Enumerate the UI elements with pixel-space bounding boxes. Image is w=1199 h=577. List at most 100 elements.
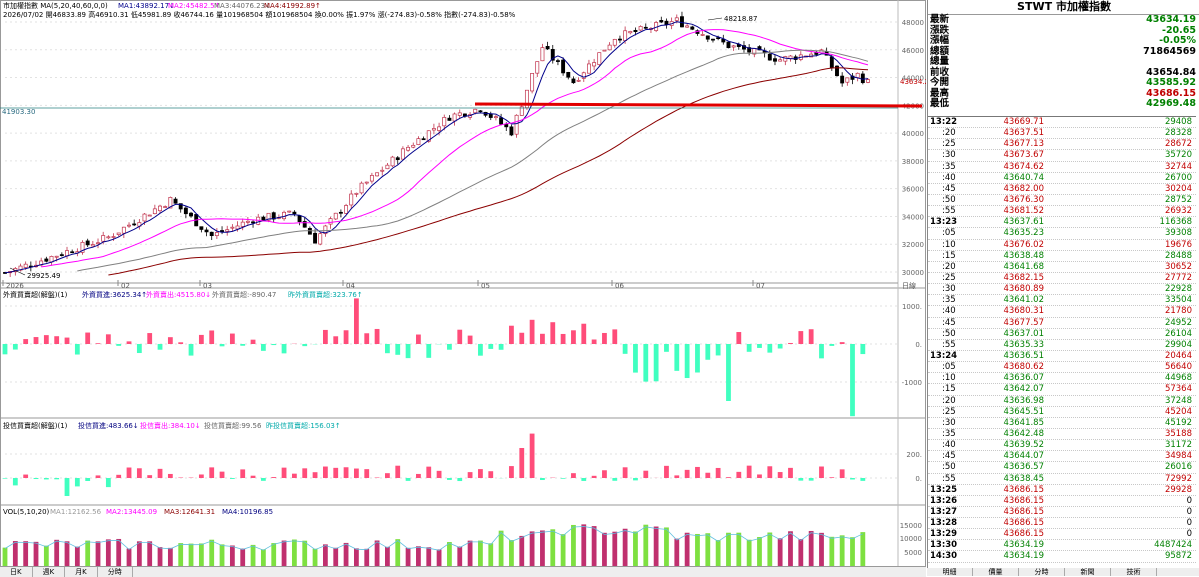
vol-bar	[457, 546, 462, 566]
sub1-bar	[158, 344, 163, 350]
candle-body	[334, 213, 337, 219]
candle-body	[370, 175, 373, 181]
vol-bar	[499, 531, 504, 566]
candle-body	[515, 115, 518, 134]
sub1-bar	[127, 341, 132, 344]
tick-volume: 20464	[1165, 351, 1192, 361]
sub2-bar	[302, 468, 307, 478]
candle-body	[613, 39, 616, 45]
sub2-bar	[860, 478, 865, 481]
sub2-bar	[354, 469, 359, 478]
sub1-bar	[85, 333, 90, 344]
candle-body	[784, 57, 787, 62]
tick-volume: 34984	[1165, 451, 1192, 461]
sub1-buy: 外資買進:3625.34↑	[82, 290, 147, 299]
vol-ma3: MA3:12641.31	[164, 508, 215, 516]
panel-tab-news[interactable]: 新聞	[1065, 568, 1111, 576]
sub2-net2: 昨投信買賣超:156.03↑	[266, 421, 341, 430]
candle-body	[474, 109, 477, 112]
vol-bar	[767, 533, 772, 566]
sub1-bar	[602, 333, 607, 344]
panel-tab-pricevol[interactable]: 價量	[973, 568, 1019, 576]
candle-body	[437, 127, 440, 131]
candle-body	[768, 54, 771, 60]
panel-tab-tech[interactable]: 技術	[1111, 568, 1157, 576]
tick-time: :45	[942, 184, 956, 194]
vol-bar	[333, 548, 338, 566]
panel-tab-detail[interactable]: 明細	[927, 568, 973, 576]
candle-body	[329, 219, 332, 224]
tick-price: 43636.07	[1003, 373, 1044, 383]
vol-bar	[220, 544, 225, 566]
sub1-bar	[416, 335, 421, 344]
sub2-bar	[809, 478, 814, 481]
kline-chart-area[interactable]: 4800046000440004200040000380003600034000…	[0, 0, 926, 576]
candle-body	[634, 30, 637, 31]
panel-tab-intraday[interactable]: 分時	[1019, 568, 1065, 576]
candle-body	[215, 232, 218, 235]
price-axis-label: 30000	[902, 269, 924, 277]
sub1-bar	[499, 344, 504, 350]
sub2-bar	[127, 468, 132, 478]
vol-bars	[3, 524, 866, 566]
sub2-bar	[457, 478, 462, 481]
vol-bar	[261, 549, 266, 566]
tick-volume: 29928	[1165, 485, 1192, 495]
vol-bar	[3, 548, 8, 566]
vol-bar	[65, 541, 70, 566]
kline-chart-svg[interactable]: 4800046000440004200040000380003600034000…	[0, 0, 926, 576]
sub2-bar	[75, 478, 80, 486]
sub2-bar	[437, 471, 442, 478]
sub2-bar	[850, 478, 855, 479]
tick-time: :40	[942, 173, 956, 183]
sub2-bar	[364, 469, 369, 478]
sub1-bar	[44, 335, 49, 344]
candle-body	[541, 48, 544, 61]
candle-body	[298, 216, 301, 222]
sub2-bar	[230, 478, 235, 479]
vol-bar	[44, 546, 49, 566]
